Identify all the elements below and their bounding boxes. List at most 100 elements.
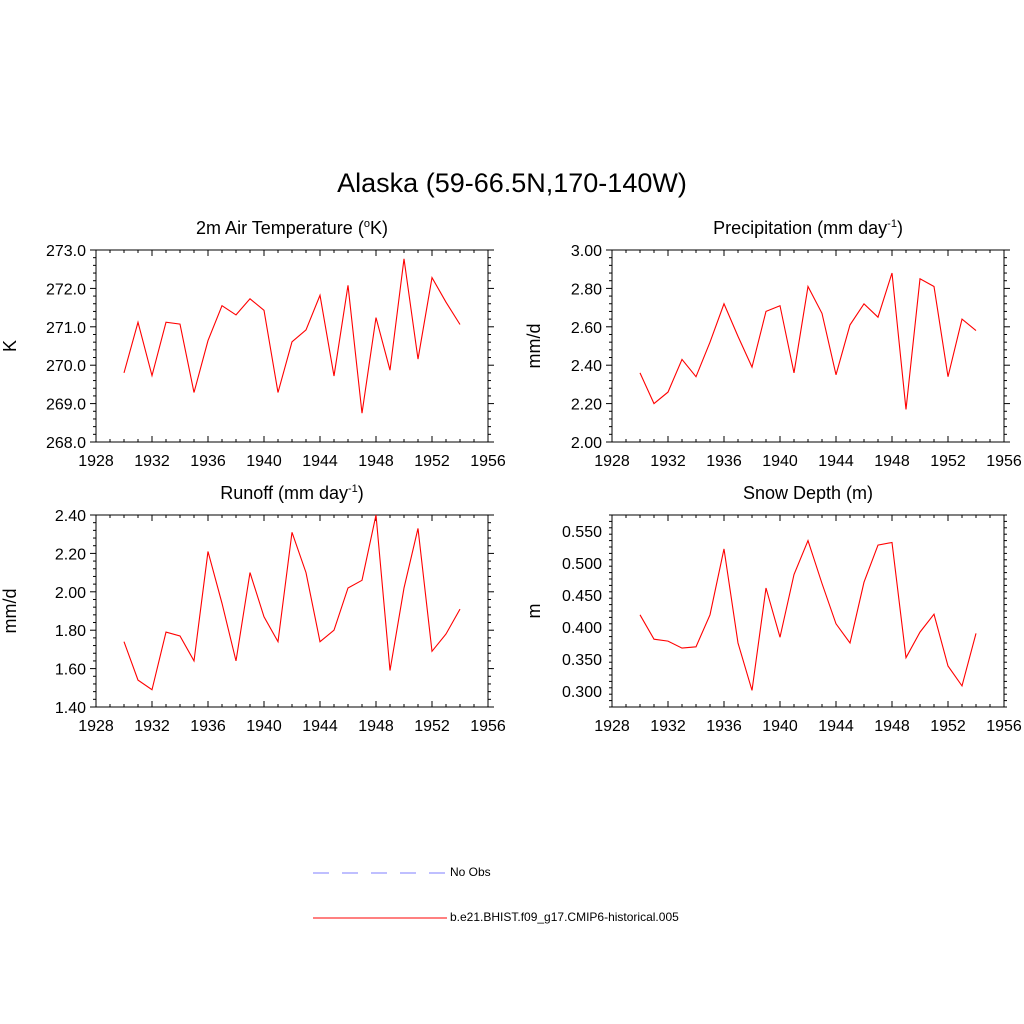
snow-depth-y-tick-label: 0.300 [562,684,602,701]
snow-depth-data-point [933,614,934,615]
snow-depth-y-tick-label: 0.350 [562,652,602,669]
snow-depth-data-point [723,548,724,549]
precipitation-x-tick-label: 1940 [762,453,798,470]
panel-title-unit-prefix: ( [357,218,364,238]
snow-depth-data-point [709,614,710,615]
panel-title-precipitation: Precipitation (mm day-1) [612,218,1004,239]
snow-depth-series-line [639,539,977,691]
runoff-data-point [165,632,166,633]
snow-depth-x-tick-label: 1932 [650,718,686,735]
air-temperature-y-tick-label: 271.0 [46,320,86,337]
precipitation-data-point [835,374,836,375]
runoff-data-point [459,608,460,609]
air-temperature-data-point [235,314,236,315]
precipitation-data-point [793,372,794,373]
precipitation-y-tick-label: 2.20 [571,397,602,414]
snow-depth-data-point [751,690,752,691]
panel-title-unit-sup: -1 [887,218,897,230]
air-temperature-data-point [123,372,124,373]
precipitation-data-point [961,319,962,320]
air-temperature-data-point [221,305,222,306]
runoff-data-point [207,551,208,552]
runoff-data-point [445,633,446,634]
air-temperature-data-point [431,277,432,278]
runoff-data-point [305,572,306,573]
air-temperature-data-point [375,317,376,318]
snow-depth-data-point [765,587,766,588]
precipitation-x-tick-label: 1932 [650,453,686,470]
runoff-data-point [431,651,432,652]
precipitation-plot-frame [611,249,1005,443]
runoff-data-point [235,660,236,661]
snow-depth-data-point [653,639,654,640]
air-temperature-y-tick-label: 270.0 [46,358,86,375]
panel-title-unit-prefix: (m) [846,483,874,503]
air-temperature-data-point [165,322,166,323]
snow-depth-data-point [877,544,878,545]
precipitation-x-tick-label: 1952 [930,453,966,470]
snow-depth-data-point [835,623,836,624]
runoff-y-tick-label: 1.40 [55,700,86,717]
precipitation-data-point [891,272,892,273]
air-temperature-x-tick-label: 1952 [414,453,450,470]
snow-depth-x-tick-label: 1936 [706,718,742,735]
air-temperature-data-point [347,285,348,286]
runoff-x-tick-label: 1928 [78,718,114,735]
runoff-data-point [291,532,292,533]
snow-depth-data-point [849,642,850,643]
snow-depth-data-point [807,540,808,541]
precipitation-x-tick-label: 1928 [594,453,630,470]
air-temperature-series-line [123,258,461,414]
precipitation-data-point [905,409,906,410]
snow-depth-plot-frame [611,514,1005,708]
runoff-y-tick-label: 2.40 [55,508,86,525]
runoff-data-point [263,616,264,617]
runoff-data-point [361,580,362,581]
panel-title-unit-prefix: (mm day [277,483,348,503]
precipitation-data-point [975,330,976,331]
air-temperature-data-point [179,324,180,325]
runoff-x-tick-label: 1952 [414,718,450,735]
precipitation-data-point [765,311,766,312]
air-temperature-data-point [137,322,138,323]
runoff-data-point [137,680,138,681]
air-temperature-y-tick-label: 269.0 [46,397,86,414]
precipitation-y-axis-label: mm/d [524,324,544,369]
panel-title-text: Snow Depth [742,483,842,503]
air-temperature-y-tick-label: 273.0 [46,243,86,260]
snow-depth-data-point [793,574,794,575]
air-temperature-data-point [263,310,264,311]
precipitation-data-point [681,359,682,360]
snow-depth-y-tick-label: 0.550 [562,524,602,541]
air-temperature-plot-frame [95,249,489,443]
panel-title-unit-suffix: ) [357,483,364,503]
air-temperature-data-point [193,392,194,393]
runoff-y-tick-label: 2.00 [55,585,86,602]
legend-label-model: b.e21.BHIST.f09_g17.CMIP6-historical.005 [450,910,679,924]
panel-title-unit-prefix: (mm day [817,218,888,238]
air-temperature-y-tick-label: 272.0 [46,281,86,298]
runoff-y-tick-label: 1.60 [55,662,86,679]
snow-depth-data-point [695,646,696,647]
snow-depth-x-tick-label: 1956 [986,718,1022,735]
runoff-data-point [123,641,124,642]
precipitation-data-point [751,367,752,368]
snow-depth-y-tick-label: 0.400 [562,620,602,637]
snow-depth-data-point [681,648,682,649]
snow-depth-data-point [919,632,920,633]
air-temperature-y-tick-label: 268.0 [46,435,86,452]
runoff-x-tick-label: 1956 [470,718,506,735]
air-temperature-x-tick-label: 1944 [302,453,338,470]
air-temperature-data-point [445,302,446,303]
air-temperature-data-point [207,340,208,341]
snow-depth-y-axis-label: m [524,604,544,619]
panel-title-unit-sup: -1 [347,483,358,495]
snow-depth-data-point [905,657,906,658]
precipitation-data-point [947,376,948,377]
runoff-data-point [179,635,180,636]
precipitation-data-point [919,278,920,279]
panel-title-unit-suffix: ) [896,218,903,238]
precipitation-data-point [863,303,864,304]
precipitation-y-tick-label: 2.60 [571,320,602,337]
